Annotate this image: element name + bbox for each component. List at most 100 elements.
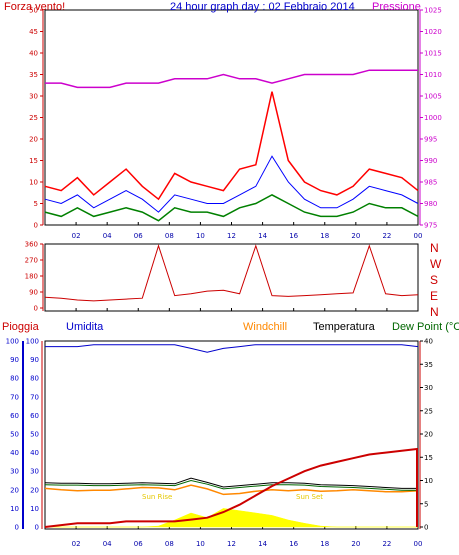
top-x-tick: 20: [351, 232, 360, 240]
rain-tick: 40: [30, 449, 39, 457]
graph-title: 24 hour graph day : 02 Febbraio 2014: [170, 1, 355, 13]
top-x-tick: 22: [382, 232, 391, 240]
humidity-tick: 90: [10, 356, 19, 364]
top-right-tick: 980: [424, 200, 437, 208]
humidity-label: Umidita: [66, 321, 104, 333]
direction-label: S: [430, 273, 438, 287]
bottom-x-tick: 08: [165, 540, 174, 548]
top-right-tick: 995: [424, 136, 437, 144]
temp-right-tick: 10: [424, 477, 433, 485]
temp-right-tick: 5: [424, 500, 428, 508]
pressure-line: [45, 69, 418, 89]
humidity-tick: 70: [10, 393, 19, 401]
top-right-tick: 1020: [424, 28, 442, 36]
top-x-tick: 04: [103, 232, 112, 240]
rain-tick: 90: [30, 356, 39, 364]
solar-area: [45, 508, 418, 528]
top-left-tick: 20: [29, 136, 38, 144]
top-x-tick: 06: [134, 232, 143, 240]
top-right-label: Pressione: [372, 1, 421, 13]
rain-tick: 50: [30, 431, 39, 439]
sun-rise-label: Sun Rise: [142, 493, 172, 501]
rain-tick: 100: [26, 338, 39, 346]
top-right-tick: 1000: [424, 114, 442, 122]
temp-right-tick: 15: [424, 454, 433, 462]
wind-min-line: [44, 194, 419, 222]
direction-label: N: [430, 241, 439, 255]
humidity-tick: 100: [6, 338, 19, 346]
rain-tick: 60: [30, 412, 39, 420]
direction-label: E: [430, 289, 438, 303]
bottom-x-tick: 12: [227, 540, 236, 548]
dir-left-tick: 180: [25, 273, 38, 281]
panel-bottom-frame: [44, 340, 419, 530]
top-right-tick: 1005: [424, 93, 442, 101]
windchill-line: [44, 484, 419, 496]
humidity-tick: 40: [10, 449, 19, 457]
direction-label: N: [430, 305, 439, 319]
top-x-tick: 02: [72, 232, 81, 240]
rain-line: [44, 447, 419, 528]
humidity-line: [45, 344, 419, 353]
bottom-x-tick: 06: [134, 540, 143, 548]
dir-left-tick: 270: [25, 257, 38, 265]
top-left-tick: 45: [29, 28, 38, 36]
temp-right-tick: 20: [424, 431, 433, 439]
temp-right-tick: 0: [424, 524, 428, 532]
temperature-label: Temperatura: [313, 321, 376, 333]
bottom-x-tick: 18: [320, 540, 329, 548]
rain-tick: 30: [30, 468, 39, 476]
dir-left-tick: 90: [29, 289, 38, 297]
wind-max-line: [44, 91, 419, 201]
top-x-tick: 14: [258, 232, 267, 240]
rain-tick: 0: [35, 524, 39, 532]
humidity-tick: 50: [10, 431, 19, 439]
rain-tick: 20: [30, 486, 39, 494]
bottom-x-tick: 02: [72, 540, 81, 548]
humidity-tick: 10: [10, 505, 19, 513]
direction-label: W: [430, 257, 442, 271]
sun-set-label: Sun Set: [296, 493, 323, 501]
humidity-tick: 30: [10, 468, 19, 476]
top-left-tick: 0: [34, 222, 38, 230]
bottom-x-tick: 16: [289, 540, 298, 548]
top-x-tick: 08: [165, 232, 174, 240]
top-x-tick: 16: [289, 232, 298, 240]
humidity-tick: 20: [10, 486, 19, 494]
humidity-tick: 80: [10, 375, 19, 383]
bottom-x-tick: 20: [351, 540, 360, 548]
bottom-x-tick: 00: [414, 540, 423, 548]
temp-right-tick: 25: [424, 407, 433, 415]
rain-tick: 80: [30, 375, 39, 383]
temp-right-tick: 40: [424, 338, 433, 346]
top-left-tick: 25: [29, 114, 38, 122]
dewpoint-line: [44, 479, 418, 491]
top-right-tick: 975: [424, 222, 437, 230]
top-x-tick: 12: [227, 232, 236, 240]
bottom-x-tick: 14: [258, 540, 267, 548]
dewpoint-label: Dew Point (°C: [392, 321, 459, 333]
temp-right-tick: 30: [424, 384, 433, 392]
rain-tick: 10: [30, 505, 39, 513]
top-left-tick: 50: [29, 7, 38, 15]
temperature-line: [44, 477, 418, 489]
top-left-tick: 5: [34, 200, 38, 208]
top-right-tick: 985: [424, 179, 437, 187]
top-left-tick: 10: [29, 179, 38, 187]
rain-label: Pioggia: [2, 321, 40, 333]
top-left-label: Forza vento!: [4, 1, 65, 13]
humidity-tick: 60: [10, 412, 19, 420]
top-x-tick: 00: [414, 232, 423, 240]
panel-top-frame: [44, 9, 419, 226]
top-left-tick: 30: [29, 93, 38, 101]
top-x-tick: 10: [196, 232, 205, 240]
bottom-x-tick: 22: [382, 540, 391, 548]
windchill-label: Windchill: [243, 321, 287, 333]
top-left-tick: 15: [29, 157, 38, 165]
temp-right-tick: 35: [424, 361, 433, 369]
top-right-tick: 1025: [424, 7, 442, 15]
humidity-tick: 0: [15, 524, 19, 532]
top-left-tick: 35: [29, 71, 38, 79]
wind-avg-line: [44, 155, 419, 213]
